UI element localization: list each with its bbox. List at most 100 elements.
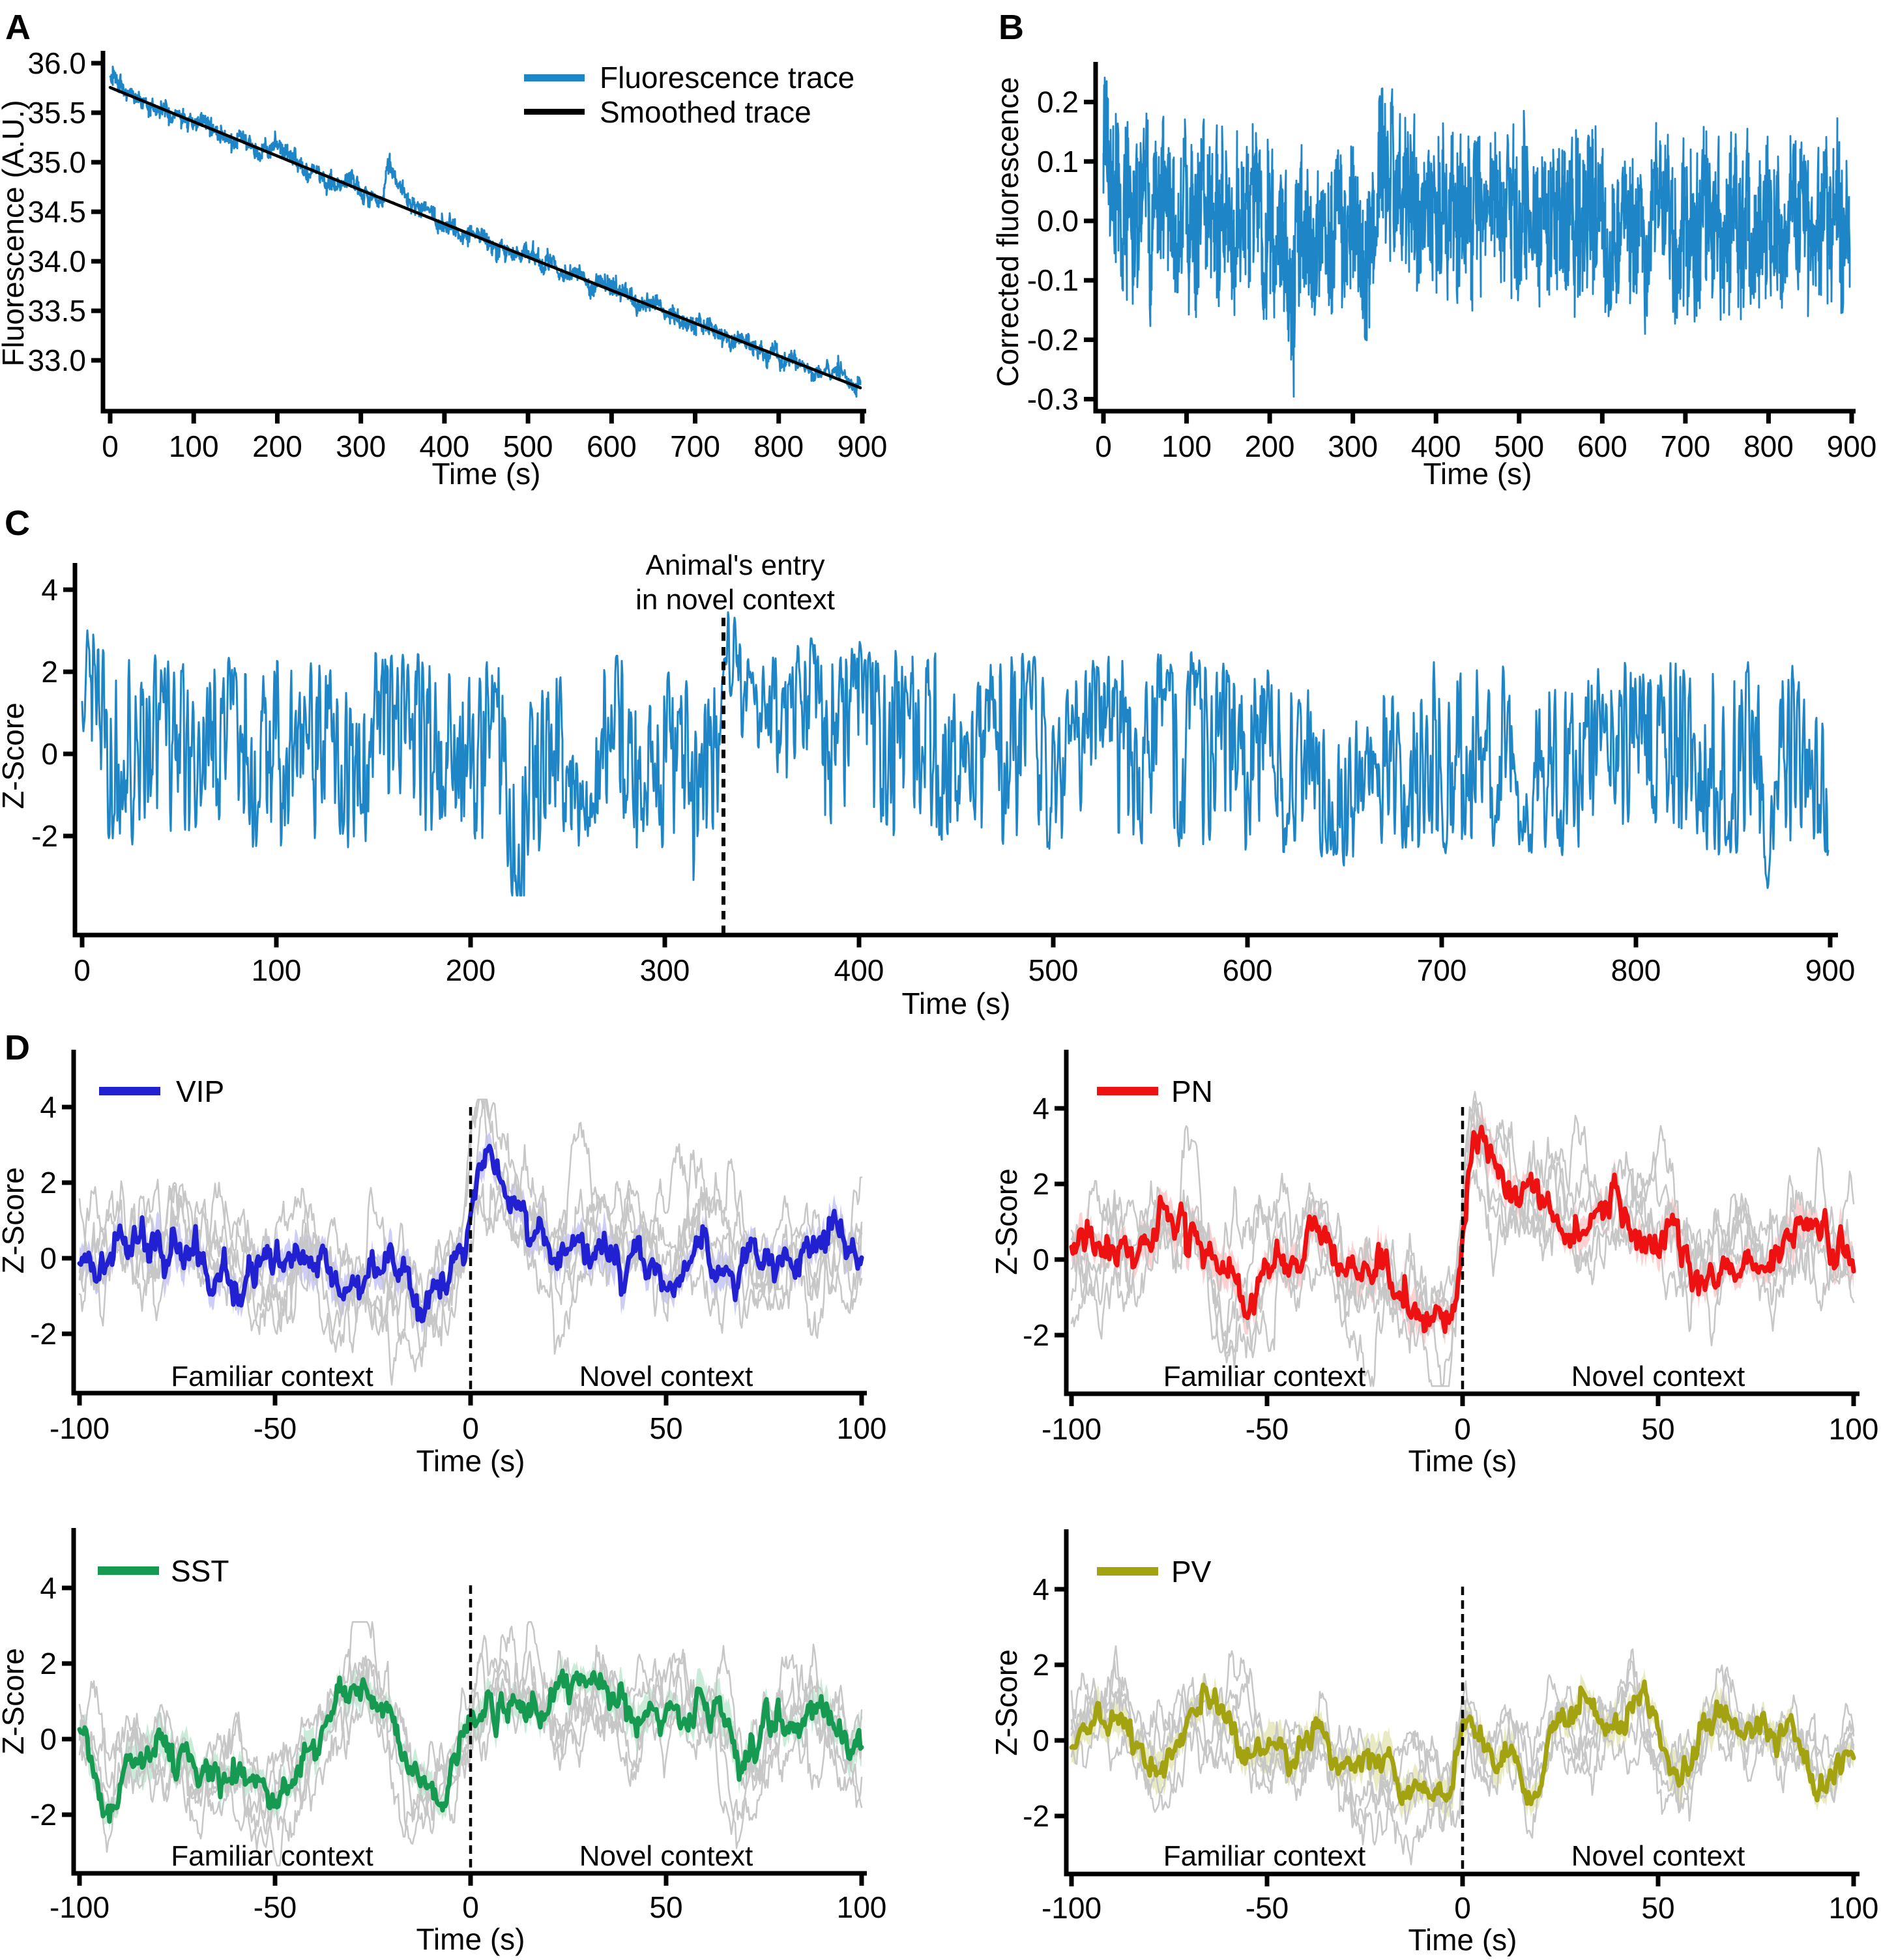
svg-text:0.2: 0.2 — [1037, 85, 1079, 119]
svg-text:-2: -2 — [30, 1798, 57, 1832]
svg-text:Familiar context: Familiar context — [171, 1361, 373, 1392]
svg-text:D: D — [5, 1028, 30, 1067]
svg-text:B: B — [999, 8, 1024, 47]
svg-text:Familiar context: Familiar context — [1163, 1361, 1366, 1392]
svg-text:Time (s): Time (s) — [1408, 1923, 1517, 1957]
svg-text:0: 0 — [40, 1722, 57, 1756]
svg-text:Fluorescence trace: Fluorescence trace — [600, 61, 854, 94]
svg-text:200: 200 — [1245, 429, 1295, 463]
svg-text:-100: -100 — [1042, 1891, 1101, 1925]
svg-text:4: 4 — [41, 573, 58, 607]
svg-text:0: 0 — [102, 429, 119, 463]
svg-text:-2: -2 — [31, 819, 58, 853]
svg-text:Fluorescence (A.U.): Fluorescence (A.U.) — [0, 100, 30, 366]
svg-text:Time (s): Time (s) — [432, 457, 541, 491]
svg-text:Novel context: Novel context — [579, 1361, 753, 1392]
svg-text:-0.3: -0.3 — [1027, 382, 1079, 416]
svg-text:-50: -50 — [254, 1890, 297, 1924]
svg-text:-100: -100 — [50, 1890, 109, 1924]
svg-text:4: 4 — [40, 1090, 57, 1124]
svg-text:-50: -50 — [1246, 1891, 1289, 1925]
svg-text:900: 900 — [838, 429, 888, 463]
svg-text:800: 800 — [1743, 429, 1794, 463]
svg-text:900: 900 — [1827, 429, 1877, 463]
svg-text:100: 100 — [1161, 429, 1212, 463]
svg-text:0: 0 — [1454, 1412, 1471, 1446]
svg-text:600: 600 — [1577, 429, 1627, 463]
svg-text:300: 300 — [336, 429, 386, 463]
svg-text:4: 4 — [40, 1571, 57, 1605]
svg-text:0: 0 — [462, 1411, 479, 1445]
svg-text:200: 200 — [252, 429, 302, 463]
svg-text:34.0: 34.0 — [27, 244, 86, 278]
svg-text:34.5: 34.5 — [27, 195, 86, 229]
svg-text:900: 900 — [1805, 953, 1856, 987]
svg-text:Novel context: Novel context — [1571, 1840, 1745, 1872]
svg-text:Novel context: Novel context — [1571, 1361, 1745, 1392]
svg-text:-2: -2 — [1023, 1318, 1049, 1352]
svg-text:2: 2 — [41, 655, 58, 689]
svg-text:33.0: 33.0 — [27, 343, 86, 377]
svg-text:100: 100 — [1829, 1891, 1879, 1925]
svg-text:Time (s): Time (s) — [1423, 457, 1532, 491]
svg-text:0: 0 — [40, 1241, 57, 1275]
svg-text:0: 0 — [462, 1890, 479, 1924]
svg-text:Animal's entry: Animal's entry — [646, 549, 825, 581]
svg-text:Novel context: Novel context — [579, 1840, 753, 1872]
svg-text:C: C — [5, 504, 30, 543]
svg-text:700: 700 — [670, 429, 720, 463]
svg-text:Time (s): Time (s) — [416, 1922, 525, 1956]
svg-text:VIP: VIP — [176, 1074, 224, 1108]
svg-text:0: 0 — [1095, 429, 1112, 463]
svg-text:35.5: 35.5 — [27, 96, 86, 130]
svg-text:-2: -2 — [1023, 1799, 1049, 1833]
svg-text:200: 200 — [446, 953, 496, 987]
svg-text:500: 500 — [1494, 429, 1544, 463]
svg-text:Time (s): Time (s) — [416, 1444, 525, 1478]
svg-text:Corrected fluorescence: Corrected fluorescence — [991, 77, 1025, 387]
svg-text:Z-Score: Z-Score — [0, 1648, 30, 1755]
svg-text:400: 400 — [1411, 429, 1461, 463]
svg-text:100: 100 — [1829, 1412, 1879, 1446]
svg-text:2: 2 — [1032, 1167, 1049, 1201]
svg-text:-50: -50 — [1246, 1412, 1289, 1446]
svg-text:0.0: 0.0 — [1037, 204, 1079, 238]
svg-text:800: 800 — [753, 429, 804, 463]
svg-text:0: 0 — [1032, 1723, 1049, 1757]
svg-text:36.0: 36.0 — [27, 46, 86, 80]
svg-text:-50: -50 — [254, 1411, 297, 1445]
svg-text:-0.1: -0.1 — [1027, 263, 1079, 297]
svg-text:50: 50 — [649, 1890, 682, 1924]
svg-text:Familiar context: Familiar context — [171, 1840, 373, 1872]
svg-text:700: 700 — [1417, 953, 1467, 987]
svg-text:800: 800 — [1611, 953, 1661, 987]
svg-text:-2: -2 — [30, 1317, 57, 1351]
svg-text:Smoothed trace: Smoothed trace — [600, 95, 811, 129]
svg-text:Z-Score: Z-Score — [0, 1167, 30, 1274]
svg-text:400: 400 — [420, 429, 470, 463]
svg-text:PN: PN — [1171, 1074, 1213, 1108]
svg-text:SST: SST — [171, 1554, 229, 1588]
svg-text:700: 700 — [1661, 429, 1711, 463]
svg-text:500: 500 — [1028, 953, 1079, 987]
svg-text:0: 0 — [41, 737, 58, 771]
svg-text:50: 50 — [1641, 1412, 1674, 1446]
svg-text:300: 300 — [1328, 429, 1378, 463]
svg-text:0: 0 — [1454, 1891, 1471, 1925]
svg-text:0.1: 0.1 — [1037, 145, 1079, 179]
svg-text:35.0: 35.0 — [27, 145, 86, 179]
svg-text:Familiar context: Familiar context — [1163, 1840, 1366, 1872]
svg-text:-100: -100 — [50, 1411, 109, 1445]
svg-text:A: A — [5, 8, 31, 47]
svg-text:Z-Score: Z-Score — [0, 702, 30, 809]
svg-text:33.5: 33.5 — [27, 294, 86, 328]
svg-text:4: 4 — [1032, 1091, 1049, 1125]
svg-text:2: 2 — [40, 1647, 57, 1680]
svg-text:400: 400 — [834, 953, 884, 987]
svg-text:in novel context: in novel context — [635, 584, 835, 616]
svg-text:500: 500 — [503, 429, 553, 463]
svg-text:50: 50 — [649, 1411, 682, 1445]
svg-text:50: 50 — [1641, 1891, 1674, 1925]
svg-text:-0.2: -0.2 — [1027, 323, 1079, 356]
svg-text:100: 100 — [837, 1890, 887, 1924]
